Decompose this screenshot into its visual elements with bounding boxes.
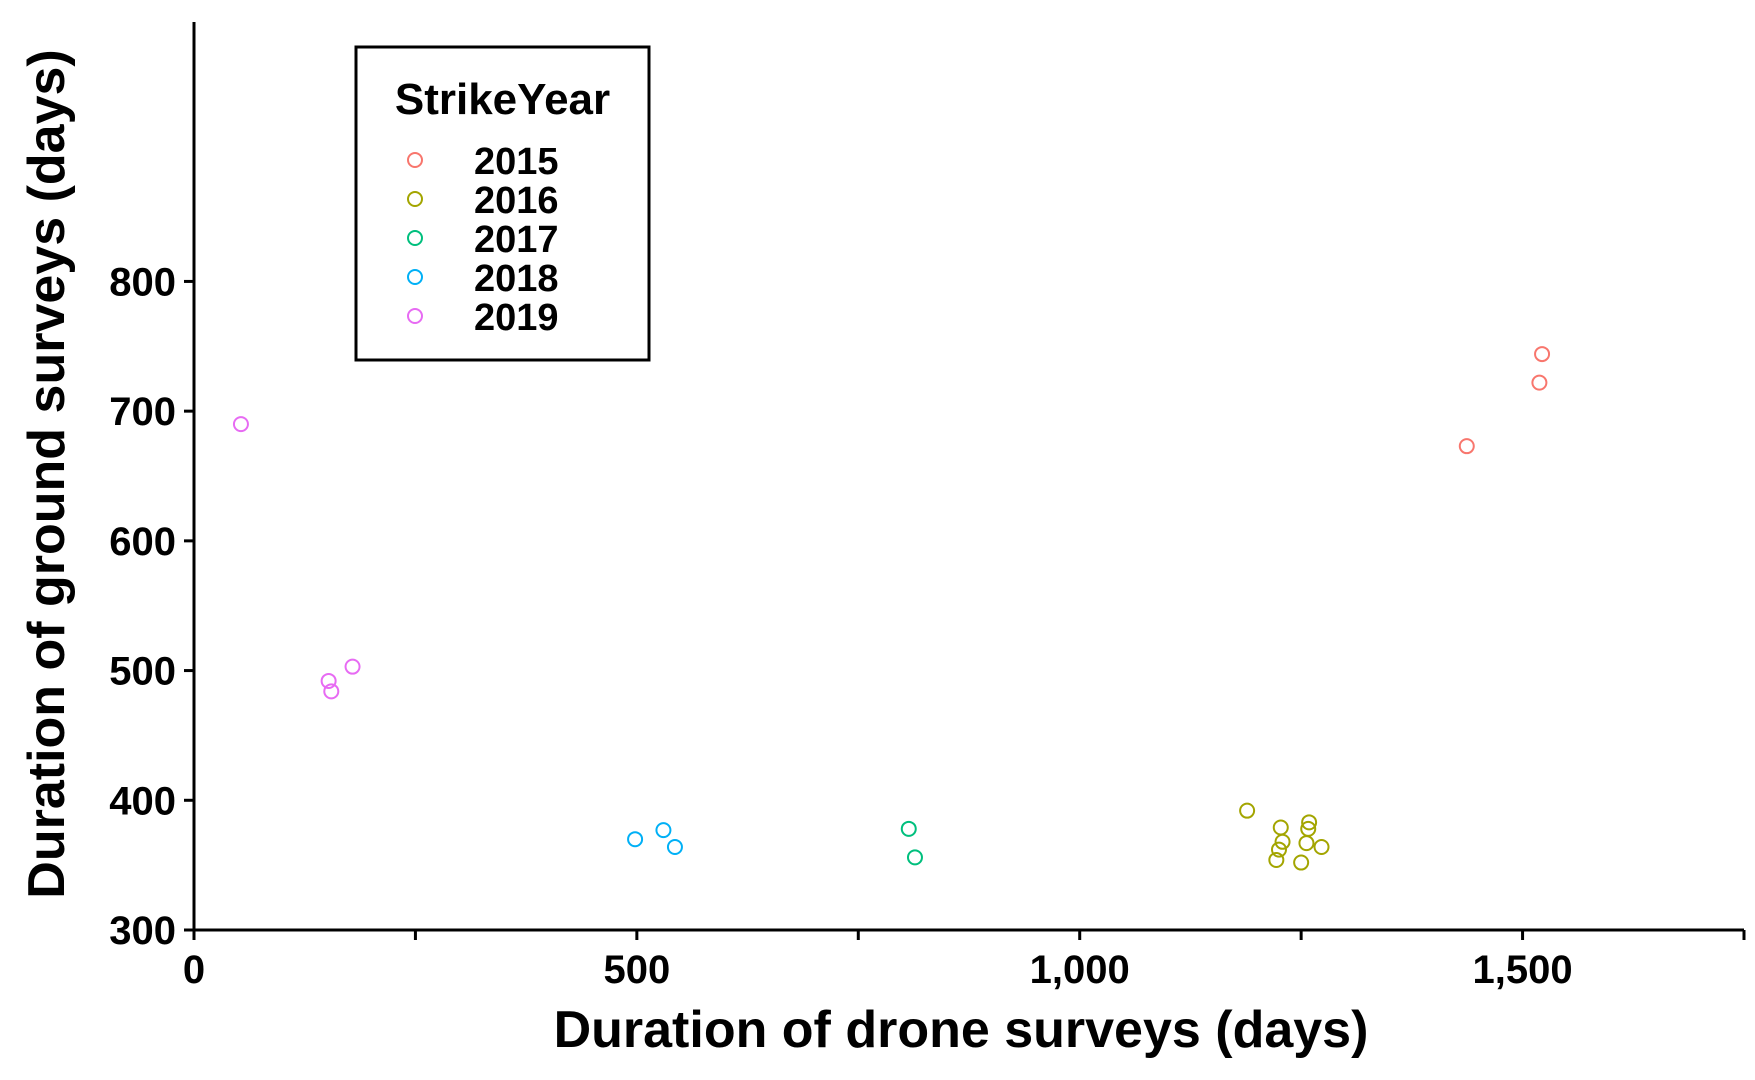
legend-label-2015: 2015 — [474, 141, 559, 183]
x-tick-label: 1,000 — [1030, 948, 1130, 992]
legend-label-2019: 2019 — [474, 297, 559, 339]
point-2016 — [1268, 851, 1285, 868]
point-2016 — [1239, 802, 1256, 819]
legend-box — [354, 45, 651, 362]
y-tick-label: 500 — [109, 650, 176, 694]
point-2017 — [906, 849, 923, 866]
x-axis-title: Duration of drone surveys (days) — [554, 1001, 1369, 1059]
point-2019 — [232, 416, 249, 433]
legend-marker-2015 — [407, 152, 423, 168]
point-2019 — [323, 683, 340, 700]
legend-marker-2017 — [407, 230, 423, 246]
legend-marker-2018 — [407, 269, 423, 285]
point-2016 — [1313, 838, 1330, 855]
point-2016 — [1272, 819, 1289, 836]
point-2018 — [666, 838, 683, 855]
axis-ticks: 0 500 1,000 1,500 300 400 500 600 700 800 — [109, 260, 1746, 992]
legend-marker-2016 — [407, 191, 423, 207]
y-tick-label: 700 — [109, 390, 176, 434]
point-2018 — [655, 822, 672, 839]
point-2016 — [1301, 814, 1318, 831]
x-tick-label: 0 — [183, 948, 205, 992]
point-2015 — [1534, 346, 1551, 363]
point-2016 — [1300, 820, 1317, 837]
y-tick-label: 600 — [109, 520, 176, 564]
point-2016 — [1271, 841, 1287, 858]
point-2016 — [1293, 854, 1310, 871]
x-tick-label: 500 — [603, 948, 670, 992]
point-2017 — [900, 820, 917, 837]
x-tick-label: 1,500 — [1473, 948, 1573, 992]
legend-label-2018: 2018 — [474, 258, 559, 300]
legend-label-2017: 2017 — [474, 219, 559, 261]
legend-title: StrikeYear — [395, 75, 610, 124]
legend-marker-2019 — [407, 308, 423, 324]
y-tick-label: 300 — [109, 909, 176, 953]
point-2015 — [1531, 374, 1548, 391]
data-points — [232, 346, 1551, 871]
point-2015 — [1458, 438, 1475, 455]
legend-label-2016: 2016 — [474, 180, 559, 222]
y-tick-label: 400 — [109, 779, 176, 823]
point-2018 — [627, 831, 644, 848]
point-2019 — [320, 672, 337, 689]
y-axis-title: Duration of ground surveys (days) — [18, 49, 76, 898]
point-2019 — [344, 658, 361, 675]
point-2016 — [1274, 833, 1291, 850]
y-tick-label: 800 — [109, 260, 176, 304]
axes — [192, 22, 1744, 932]
point-2016 — [1298, 835, 1315, 852]
